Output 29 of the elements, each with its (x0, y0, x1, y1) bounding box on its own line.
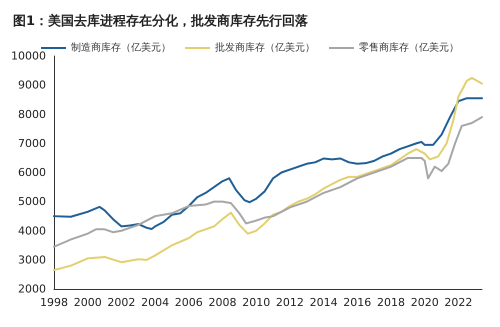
y-tick-label: 7000 (18, 136, 46, 150)
y-tick-label: 9000 (18, 78, 46, 92)
y-tick-label: 6000 (18, 166, 46, 179)
line-series (52, 116, 483, 248)
x-tick-label: 2008 (208, 296, 236, 309)
y-tick-label: 3000 (18, 253, 46, 266)
y-tick-label: 5000 (18, 195, 46, 208)
x-tick-label: 2016 (343, 296, 372, 309)
x-tick-label: 2020 (410, 296, 439, 309)
x-tick-label: 2012 (276, 296, 304, 309)
x-tick-label: 2006 (174, 296, 203, 309)
x-tick-label: 2000 (74, 296, 102, 309)
y-tick-label: 4000 (18, 224, 46, 238)
x-tick-label: 2004 (141, 296, 170, 309)
x-tick-label: 2022 (444, 296, 472, 309)
chart-title: 图1：美国去库进程存在分化，批发商库存先行回落 (13, 13, 310, 29)
line-series (52, 76, 483, 272)
y-tick-label: 2000 (18, 282, 46, 296)
x-tick-label: 2018 (377, 296, 406, 309)
x-tick-label: 1998 (40, 296, 68, 309)
y-tick-label: 8000 (18, 108, 46, 121)
x-tick-label: 2010 (242, 296, 270, 309)
x-tick-label: 2002 (107, 296, 136, 309)
legend-label: 制造商库存（亿美元） (71, 42, 171, 54)
legend-label: 批发商库存（亿美元） (215, 42, 315, 54)
legend-label: 零售商库存（亿美元） (359, 42, 459, 54)
y-tick-label: 10000 (10, 50, 46, 62)
line-series (52, 97, 483, 230)
x-tick-label: 2014 (310, 296, 338, 309)
